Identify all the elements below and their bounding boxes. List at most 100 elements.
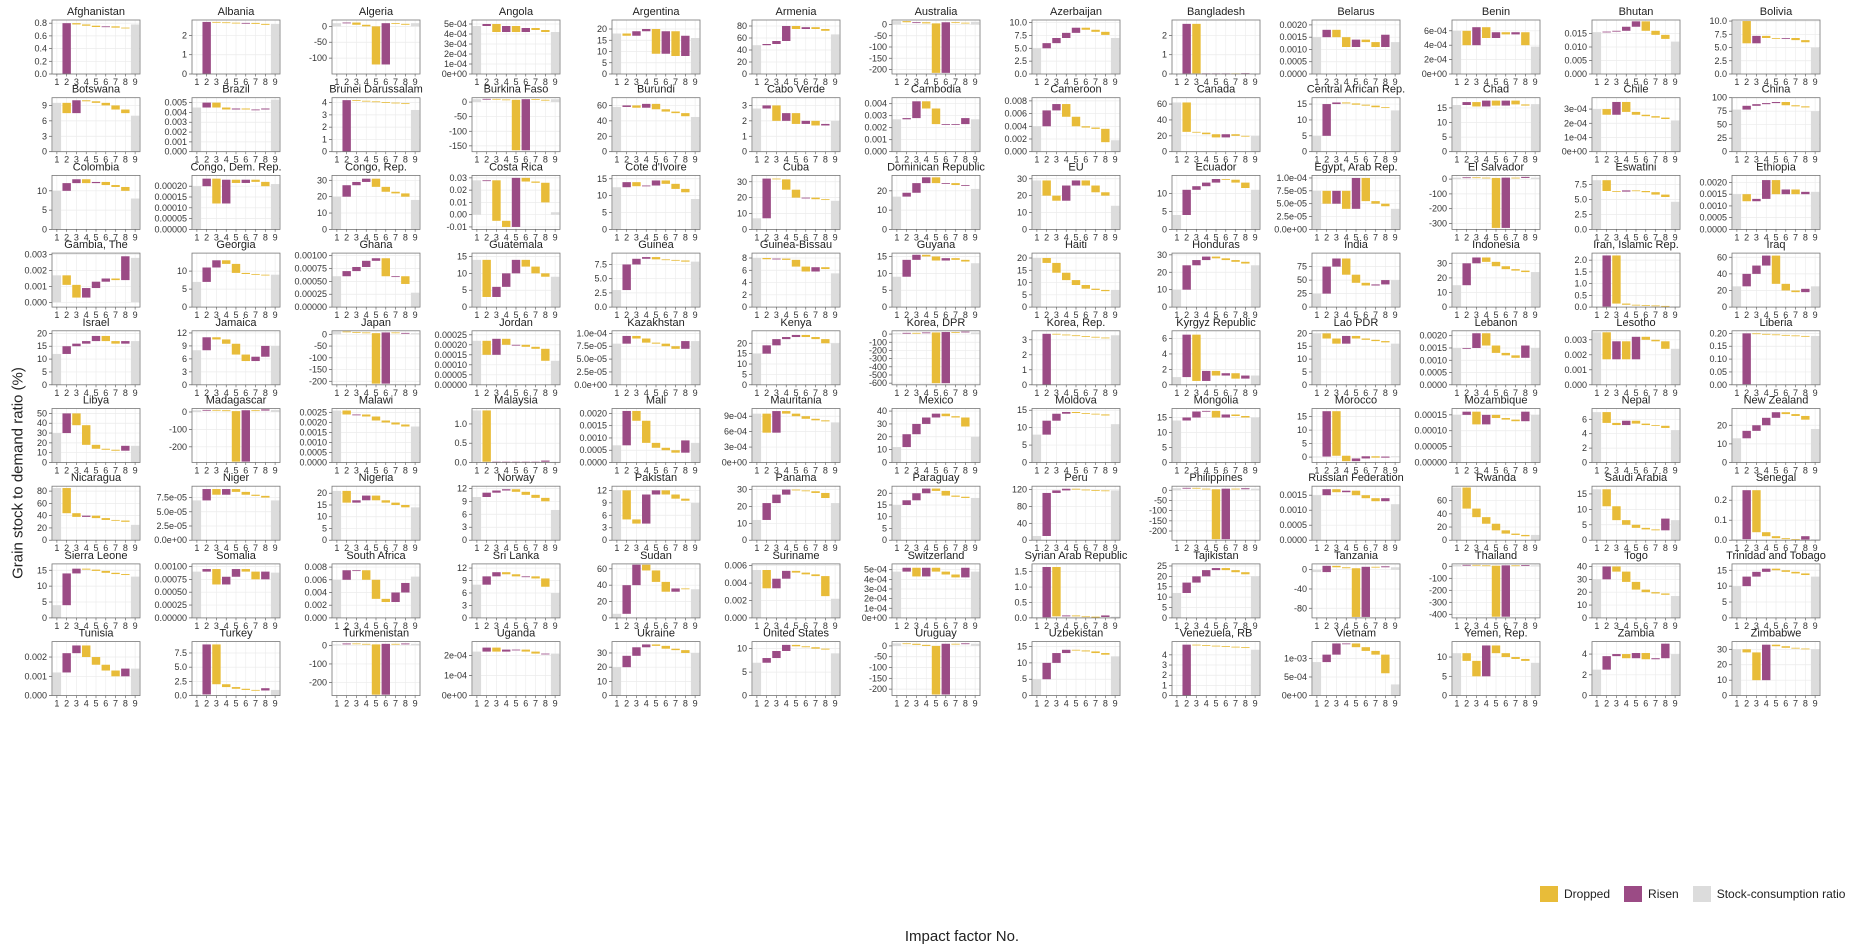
- panel-title: Burkina Faso: [484, 84, 549, 96]
- x-tick-label: 9: [973, 543, 978, 553]
- bar-dropped: [1781, 283, 1790, 291]
- x-tick-label: 7: [953, 155, 958, 165]
- bar-dropped: [1371, 201, 1380, 204]
- y-tick-label: 0: [742, 69, 747, 79]
- x-tick-label: 5: [93, 388, 98, 398]
- x-tick-label: 5: [793, 310, 798, 320]
- bar-baseline-ratio: [1452, 285, 1462, 308]
- bar-dropped: [922, 254, 931, 257]
- y-tick-label: 6e-04: [724, 427, 747, 437]
- bar-dropped: [391, 23, 400, 24]
- y-tick-label: 3e-04: [724, 442, 747, 452]
- x-tick-label: 1: [614, 543, 619, 553]
- x-tick-label: 8: [683, 310, 688, 320]
- x-tick-label: 6: [1083, 310, 1088, 320]
- bar-dropped: [671, 31, 680, 56]
- bar-risen: [401, 332, 410, 334]
- y-tick-label: 0.00020: [154, 181, 187, 191]
- x-tick-label: 1: [614, 155, 619, 165]
- x-tick-label: 5: [933, 388, 938, 398]
- bar-dropped: [251, 410, 260, 412]
- y-tick-label: 10: [457, 268, 467, 278]
- x-tick-label: 5: [513, 621, 518, 631]
- bar-risen: [762, 44, 771, 46]
- y-tick-label: 0.005: [1564, 56, 1587, 66]
- x-tick-label: 7: [673, 77, 678, 87]
- x-tick-label: 8: [1663, 155, 1668, 165]
- bar-dropped: [391, 422, 400, 425]
- bar-dropped: [961, 417, 970, 427]
- bar-dropped: [1602, 109, 1611, 115]
- x-tick-label: 5: [93, 155, 98, 165]
- bar-dropped: [1371, 498, 1380, 502]
- bar-risen: [202, 102, 211, 108]
- panel-congo-dem-rep: Congo, Dem. Rep.0.000000.000050.000100.0…: [154, 161, 281, 242]
- panel-title: Mozambique: [1465, 395, 1528, 407]
- bar-dropped: [1241, 261, 1250, 264]
- bar-baseline-ratio: [752, 353, 762, 385]
- y-tick-label: 5.0: [1714, 43, 1727, 53]
- bar-final-ratio: [410, 507, 420, 541]
- bar-risen: [1381, 498, 1390, 502]
- bar-risen: [362, 178, 371, 182]
- x-tick-label: 2: [64, 77, 69, 87]
- y-tick-label: 0.0015: [1419, 343, 1447, 353]
- x-tick-label: 5: [1773, 77, 1778, 87]
- bar-risen: [62, 413, 71, 434]
- x-tick-label: 3: [354, 466, 359, 476]
- x-tick-label: 1: [1454, 155, 1459, 165]
- bar-dropped: [1501, 266, 1510, 270]
- x-tick-label: 9: [1253, 77, 1258, 87]
- y-tick-label: 0.000: [1004, 147, 1027, 157]
- bar-risen: [222, 576, 231, 585]
- x-tick-label: 4: [1204, 310, 1209, 320]
- y-tick-label: 1.0: [454, 419, 467, 429]
- bar-baseline-ratio: [1312, 190, 1322, 230]
- bar-risen: [82, 515, 91, 517]
- x-tick-label: 2: [624, 232, 629, 242]
- y-tick-label: 0: [1442, 535, 1447, 545]
- x-tick-label: 9: [1113, 77, 1118, 87]
- y-tick-label: 0: [602, 69, 607, 79]
- bar-dropped: [931, 256, 941, 261]
- x-tick-label: 2: [624, 77, 629, 87]
- bar-dropped: [1801, 415, 1810, 420]
- y-tick-label: 0: [742, 147, 747, 157]
- bar-risen: [91, 181, 101, 184]
- bar-risen: [1752, 425, 1761, 431]
- panel-title: South Africa: [346, 550, 406, 562]
- bar-dropped: [1091, 29, 1100, 32]
- bar-risen: [1221, 134, 1230, 138]
- y-tick-label: 0.001: [24, 281, 47, 291]
- bar-final-ratio: [970, 436, 980, 463]
- x-tick-label: 3: [1334, 155, 1339, 165]
- bar-dropped: [1752, 490, 1761, 533]
- x-tick-label: 1: [1314, 155, 1319, 165]
- bar-risen: [1052, 490, 1061, 493]
- bar-risen: [762, 178, 771, 219]
- bar-dropped: [541, 30, 550, 32]
- y-tick-label: 0: [1302, 147, 1307, 157]
- bar-risen: [1462, 411, 1471, 415]
- x-tick-label: 6: [383, 388, 388, 398]
- x-tick-label: 8: [1803, 388, 1808, 398]
- x-tick-label: 9: [833, 310, 838, 320]
- x-tick-label: 6: [523, 543, 528, 553]
- x-tick-label: 9: [1813, 310, 1818, 320]
- y-tick-label: 0: [1162, 485, 1167, 495]
- x-tick-label: 3: [1474, 388, 1479, 398]
- panel-title: Nepal: [1622, 395, 1651, 407]
- y-tick-label: 6: [742, 265, 747, 275]
- x-tick-label: 8: [403, 543, 408, 553]
- bar-dropped: [1342, 37, 1351, 47]
- y-tick-label: 2.0: [1574, 255, 1587, 265]
- bar-final-ratio: [1110, 424, 1120, 463]
- bar-dropped: [1101, 337, 1110, 339]
- y-tick-label: 0.004: [304, 587, 327, 597]
- bar-risen: [1332, 102, 1341, 105]
- y-tick-label: 10: [737, 209, 747, 219]
